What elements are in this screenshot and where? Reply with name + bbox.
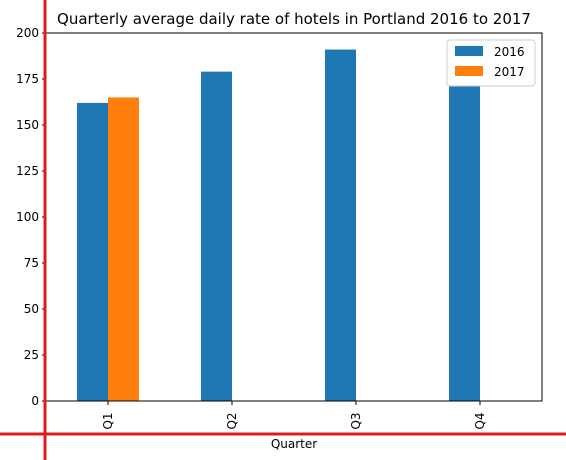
y-tick-label-50: 50 [24,302,39,316]
x-axis: Q1 Q2 Q3 Q4 [101,401,487,430]
y-tick-label-0: 0 [31,394,39,408]
x-tick-label-Q4: Q4 [473,412,487,429]
y-axis: 0 25 50 75 100 125 150 175 200 [16,26,46,408]
x-tick-label-Q2: Q2 [225,412,239,429]
legend-swatch-2017 [455,66,483,76]
legend-label-2017: 2017 [494,65,525,79]
bar-2016-Q2 [201,71,232,401]
bar-2017-Q1 [108,97,139,402]
y-tick-label-175: 175 [16,72,39,86]
bar-2016-Q1 [77,102,108,402]
y-tick-label-75: 75 [24,256,39,270]
x-tick-label-Q1: Q1 [101,412,115,429]
bar-2016-Q3 [325,49,356,402]
y-tick-label-100: 100 [16,210,39,224]
x-axis-label: Quarter [271,437,317,451]
chart-title: Quarterly average daily rate of hotels i… [57,10,531,28]
y-tick-label-200: 200 [16,26,39,40]
y-tick-label-150: 150 [16,118,39,132]
legend: 2016 2017 [446,39,536,87]
bars-group [77,49,480,402]
y-tick-label-125: 125 [16,164,39,178]
y-tick-label-25: 25 [24,348,39,362]
legend-swatch-2016 [455,46,483,56]
bar-2016-Q4 [449,86,480,402]
legend-label-2016: 2016 [494,45,525,59]
x-tick-label-Q3: Q3 [349,412,363,429]
